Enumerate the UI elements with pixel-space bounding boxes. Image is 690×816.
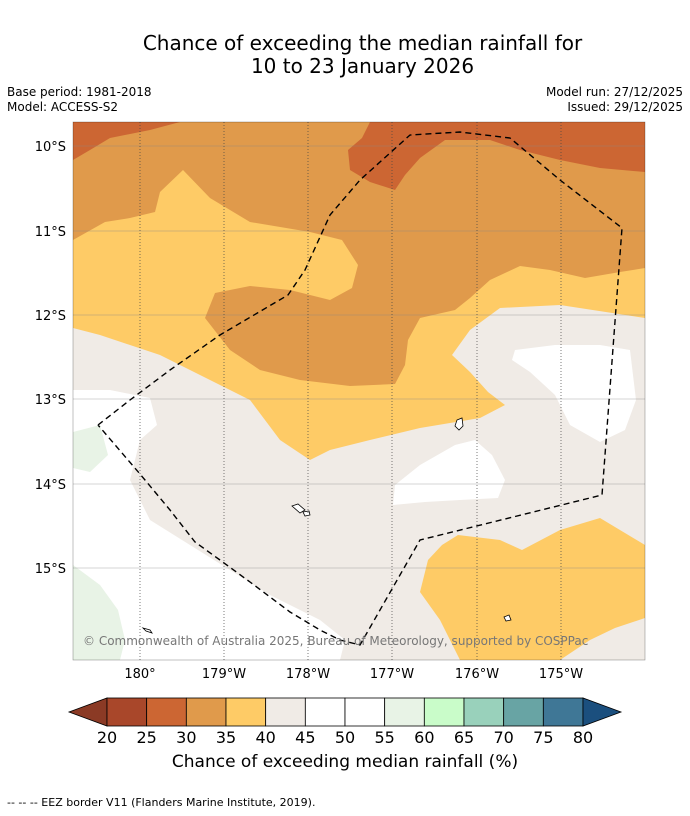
colorbar-tick-label: 70 [493,728,513,747]
colorbar-label: Chance of exceeding median rainfall (%) [171,752,519,772]
colorbar-segment [503,697,544,727]
colorbar-segment [463,697,505,727]
model-name: Model: ACCESS-S2 [7,100,119,114]
region-25-30-north [73,122,180,160]
colorbar-tick-label: 45 [295,728,315,747]
colorbar-segment [344,697,386,727]
region-45-50-east [512,345,636,442]
footnote: -- -- -- EEZ border V11 (Flanders Marine… [7,796,316,809]
lon-label: 177°W [370,667,414,682]
island [503,614,512,622]
model-run: Model run: 27/12/2025 [545,85,683,99]
island [141,627,153,634]
colorbar-over-arrow [582,697,623,727]
latitude-labels: 10°S 11°S 12°S 13°S 14°S 15°S [35,140,66,577]
colorbar-segment [185,697,227,727]
region-45-50-west [73,390,345,660]
lat-label: 12°S [35,309,66,324]
colorbar-segment [304,697,346,727]
lat-label: 15°S [35,562,66,577]
lon-label: 175°W [539,667,583,682]
colorbar-tick-label: 30 [176,728,196,747]
colorbar-tick-label: 55 [374,728,394,747]
lon-label: 180° [124,667,155,682]
colorbar [67,697,623,727]
meta-left: Base period: 1981-2018 Model: ACCESS-S2 [7,85,152,115]
colorbar-segment [146,697,187,727]
lat-label: 11°S [35,225,66,240]
chart-title: Chance of exceeding the median rainfall … [0,32,690,78]
region-25-30-northeast [348,122,645,190]
issued-date: Issued: 29/12/2025 [567,100,683,114]
colorbar-tick-label: 35 [216,728,236,747]
lon-label: 176°W [455,667,499,682]
colorbar-tick-label: 20 [97,728,117,747]
gridlines [73,122,645,660]
colorbar-tick-label: 75 [533,728,553,747]
island [291,503,306,514]
title-line-1: Chance of exceeding the median rainfall … [142,31,583,55]
colorbar-segment [225,697,267,727]
region-55-60-west [73,425,108,472]
lat-label: 10°S [35,140,66,155]
colorbar-tick-label: 40 [255,728,275,747]
base-period: Base period: 1981-2018 [7,85,152,99]
colorbar-segment [542,697,584,727]
lon-label: 178°W [286,667,330,682]
colorbar-tick-label: 65 [454,728,474,747]
region-55-60-southwest [73,565,125,660]
map-frame [72,121,646,661]
colorbar-under-arrow [67,697,108,727]
region-35-40-south [420,518,645,660]
colorbar-ticks: 20 25 30 35 40 45 50 55 60 65 70 75 80 [97,728,593,747]
colorbar-segment [384,697,425,727]
lat-label: 14°S [35,478,66,493]
title-line-2: 10 to 23 January 2026 [250,54,475,78]
longitude-labels: 180° 179°W 178°W 177°W 176°W 175°W [124,667,583,682]
colorbar-tick-label: 80 [573,728,593,747]
meta-right: Model run: 27/12/2025 Issued: 29/12/2025 [546,85,683,115]
lat-label: 13°S [35,393,66,408]
lon-label: 179°W [202,667,246,682]
copyright-notice: © Commonwealth of Australia 2025, Bureau… [83,634,588,648]
colorbar-tick-label: 50 [335,728,355,747]
colorbar-segment [265,697,306,727]
colorbar-segment [106,697,148,727]
colorbar-tick-label: 25 [136,728,156,747]
island-features [141,417,512,634]
map-fill-layers [73,122,645,660]
region-30-35 [73,122,645,386]
island [454,417,464,431]
colorbar-tick-label: 60 [414,728,434,747]
eez-border [97,131,623,646]
colorbar-segment [423,697,465,727]
